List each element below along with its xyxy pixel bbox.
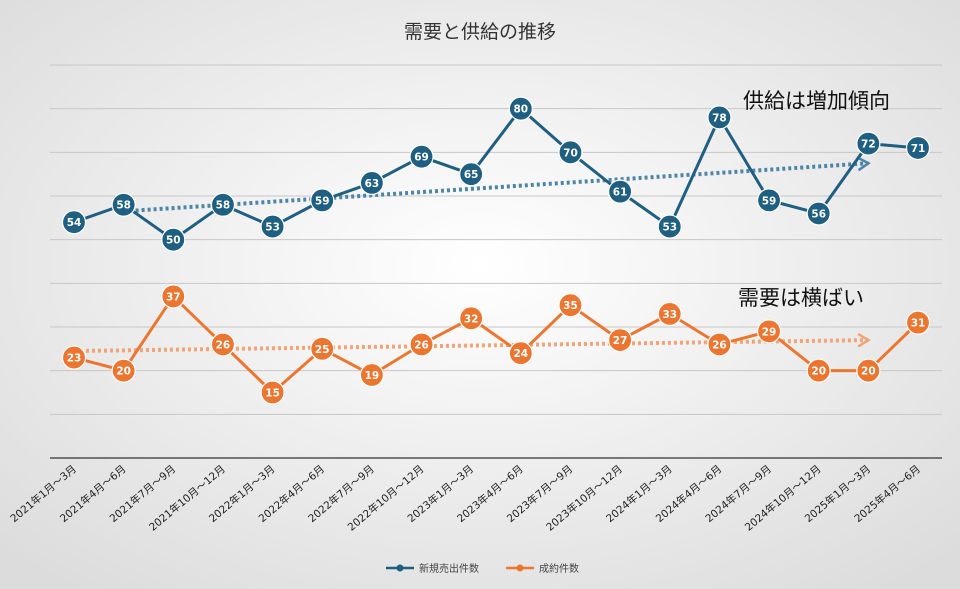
- data-label: 78: [712, 112, 727, 124]
- data-label: 54: [67, 217, 82, 229]
- legend-label: 成約件数: [539, 562, 579, 575]
- data-point: [856, 358, 881, 383]
- data-point: [260, 214, 285, 239]
- data-label: 71: [911, 143, 926, 155]
- data-point: [310, 336, 335, 361]
- legend-marker: [516, 564, 524, 572]
- data-point: [657, 301, 682, 326]
- data-label: 53: [265, 222, 280, 234]
- data-label: 25: [315, 344, 330, 356]
- data-point: [61, 210, 87, 235]
- data-label: 20: [811, 366, 826, 378]
- data-label: 37: [166, 291, 181, 303]
- data-point: [359, 362, 384, 388]
- data-point: [608, 328, 633, 353]
- data-label: 20: [116, 366, 131, 378]
- data-label: 20: [861, 366, 876, 378]
- data-point: [210, 332, 236, 357]
- data-point: [657, 214, 682, 239]
- trendline-arrowhead: [857, 332, 871, 348]
- data-label: 61: [613, 187, 628, 199]
- gridlines: [50, 64, 942, 415]
- data-point: [111, 192, 136, 217]
- data-label: 26: [712, 339, 727, 351]
- data-label: 32: [464, 313, 479, 325]
- annotation-supply: 供給は増加傾向: [743, 89, 890, 113]
- data-label: 69: [414, 152, 429, 164]
- data-point: [856, 131, 881, 156]
- data-point: [61, 345, 87, 370]
- data-label: 31: [911, 318, 926, 330]
- data-label: 50: [166, 235, 181, 247]
- data-label: 15: [265, 388, 280, 400]
- data-point: [161, 284, 186, 309]
- data-point: [608, 179, 633, 204]
- data-point: [756, 319, 782, 344]
- data-point: [558, 140, 583, 165]
- data-point: [210, 192, 236, 217]
- data-point: [806, 201, 831, 226]
- data-point: [707, 105, 732, 130]
- data-point: [111, 358, 136, 383]
- data-label: 53: [662, 222, 677, 234]
- data-point: [756, 188, 782, 213]
- chart-title: 需要と供給の推移: [404, 21, 556, 43]
- trendline: [73, 338, 869, 354]
- data-point: [409, 144, 434, 169]
- data-label: 19: [365, 370, 380, 382]
- data-point: [806, 358, 831, 383]
- data-point: [707, 332, 732, 357]
- data-label: 23: [67, 353, 82, 365]
- data-label: 58: [216, 200, 231, 212]
- trendline: [123, 161, 869, 214]
- data-point: [161, 227, 186, 252]
- data-label: 59: [762, 195, 777, 207]
- data-label: 72: [861, 139, 876, 151]
- data-point: [359, 170, 384, 195]
- annotation-demand: 需要は横ばい: [738, 286, 864, 310]
- data-point: [459, 306, 484, 331]
- data-point: [409, 332, 434, 357]
- data-label: 56: [811, 208, 826, 220]
- data-point: [558, 293, 583, 318]
- data-label: 59: [315, 195, 330, 207]
- data-label: 58: [116, 200, 131, 212]
- data-point: [905, 310, 931, 335]
- data-point: [310, 188, 335, 213]
- trendline-arrowhead: [857, 156, 871, 172]
- data-label: 70: [563, 147, 578, 159]
- series-lines: 54 58 50 58 53 59 63 69 65 80 70 61 53 78 59 56 72 71 23 20…: [61, 96, 931, 405]
- data-label: 80: [514, 104, 529, 116]
- data-label: 33: [662, 309, 677, 321]
- data-label: 29: [762, 326, 777, 338]
- data-label: 63: [365, 178, 380, 190]
- data-label: 35: [563, 300, 578, 312]
- data-point: [905, 135, 931, 161]
- legend: 新規売出件数 成約件数: [386, 562, 579, 575]
- data-label: 24: [514, 348, 529, 360]
- data-point: [459, 162, 484, 187]
- data-label: 26: [216, 339, 231, 351]
- legend-label: 新規売出件数: [419, 562, 479, 575]
- legend-marker: [396, 564, 404, 572]
- data-label: 26: [414, 339, 429, 351]
- data-point: [508, 96, 533, 121]
- data-label: 27: [613, 335, 628, 347]
- data-label: 65: [464, 169, 479, 181]
- data-point: [508, 341, 533, 366]
- data-point: [260, 380, 285, 405]
- trendlines: [73, 156, 871, 354]
